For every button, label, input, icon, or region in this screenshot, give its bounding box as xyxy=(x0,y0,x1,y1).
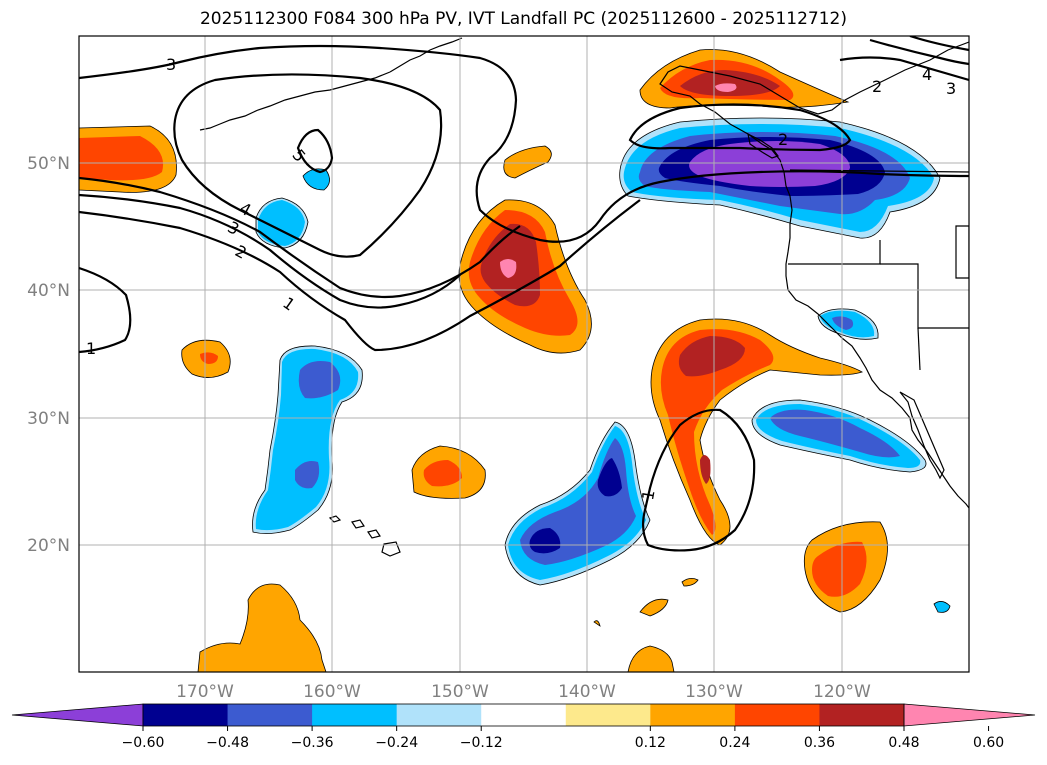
map-title: 2025112300 F084 300 hPa PV, IVT Landfall… xyxy=(199,9,847,29)
lat-label: 50°N xyxy=(27,154,70,174)
cool-blob-165w xyxy=(255,197,309,249)
colorbar-segment xyxy=(650,704,736,726)
lat-label: 30°N xyxy=(27,409,70,429)
warm-blob-150w xyxy=(411,445,486,499)
colorbar: −0.60 −0.48 −0.36 −0.24 −0.12 0.12 0.24 0.36 0.4… xyxy=(11,703,1036,751)
lon-label: 170°W xyxy=(176,682,234,702)
contour-label: 1 xyxy=(86,339,96,358)
coastlines xyxy=(199,37,969,557)
colorbar-segment xyxy=(143,704,229,726)
warm-blob-se xyxy=(803,521,888,613)
contour-label: 3 xyxy=(166,55,176,74)
colorbar-segment xyxy=(734,704,820,726)
contour-label: 4 xyxy=(922,65,932,84)
lon-label: 160°W xyxy=(303,682,361,702)
cool-blob-140w xyxy=(504,421,651,586)
map-frame xyxy=(78,35,970,673)
colorbar-tick-label: −0.12 xyxy=(460,735,503,751)
map-gridlines xyxy=(79,36,969,672)
lon-label: 120°W xyxy=(813,682,871,702)
colorbar-tick-label: −0.24 xyxy=(375,735,418,751)
cool-blob-tiny-se xyxy=(933,601,951,613)
lon-label: 140°W xyxy=(558,682,616,702)
colorbar-tick-label: −0.48 xyxy=(206,735,249,751)
warm-blob-tiny-3 xyxy=(681,578,699,587)
warm-blob-bottom-left xyxy=(197,583,327,672)
cool-blob-162w xyxy=(252,345,363,534)
colorbar-tick-label: 0.60 xyxy=(973,735,1004,751)
map-plot-area: 3 5 4 3 2 1 1 3 4 2 2 1 xyxy=(79,36,969,672)
lat-label: 40°N xyxy=(27,281,70,301)
colorbar-segment xyxy=(819,704,905,726)
colorbar-extend-high xyxy=(903,703,1036,727)
warm-blob-tiny-1 xyxy=(639,598,669,617)
colorbar-tick-label: 0.12 xyxy=(635,735,666,751)
warm-blob-small-north xyxy=(503,145,552,179)
contour-label: 2 xyxy=(872,77,882,96)
lon-label: 150°W xyxy=(431,682,489,702)
longitude-labels: 170°W 160°W 150°W 140°W 130°W 120°W xyxy=(176,682,871,702)
colorbar-tick-label: −0.36 xyxy=(291,735,334,751)
colorbar-segment xyxy=(396,704,482,726)
warm-blob-tiny-2 xyxy=(627,645,675,672)
positive-ivt-regions xyxy=(79,49,888,672)
colorbar-segment xyxy=(565,704,651,726)
warm-blob-west-edge xyxy=(79,125,177,193)
colorbar-tick-label: −0.60 xyxy=(122,735,165,751)
pv-contours xyxy=(79,36,969,552)
warm-blob-130w xyxy=(650,318,863,546)
lon-label: 130°W xyxy=(685,682,743,702)
colorbar-tick-label: 0.24 xyxy=(719,735,750,751)
colorbar-extend-low xyxy=(11,703,144,727)
warm-blob-alaska xyxy=(639,49,850,109)
colorbar-outline xyxy=(142,703,905,727)
colorbar-segment xyxy=(481,704,567,726)
latitude-labels: 50°N 40°N 30°N 20°N xyxy=(27,154,70,556)
contour-label: 3 xyxy=(946,79,956,98)
contour-label: 2 xyxy=(778,130,788,149)
warm-blob-central xyxy=(458,199,592,354)
lat-label: 20°N xyxy=(27,536,70,556)
colorbar-tick-label: 0.48 xyxy=(888,735,919,751)
contour-label: 1 xyxy=(638,488,658,501)
colorbar-segment xyxy=(312,704,398,726)
colorbar-tick-label: 0.36 xyxy=(804,735,835,751)
warm-blob-tiny-4 xyxy=(593,620,601,627)
colorbar-segment xyxy=(227,704,313,726)
